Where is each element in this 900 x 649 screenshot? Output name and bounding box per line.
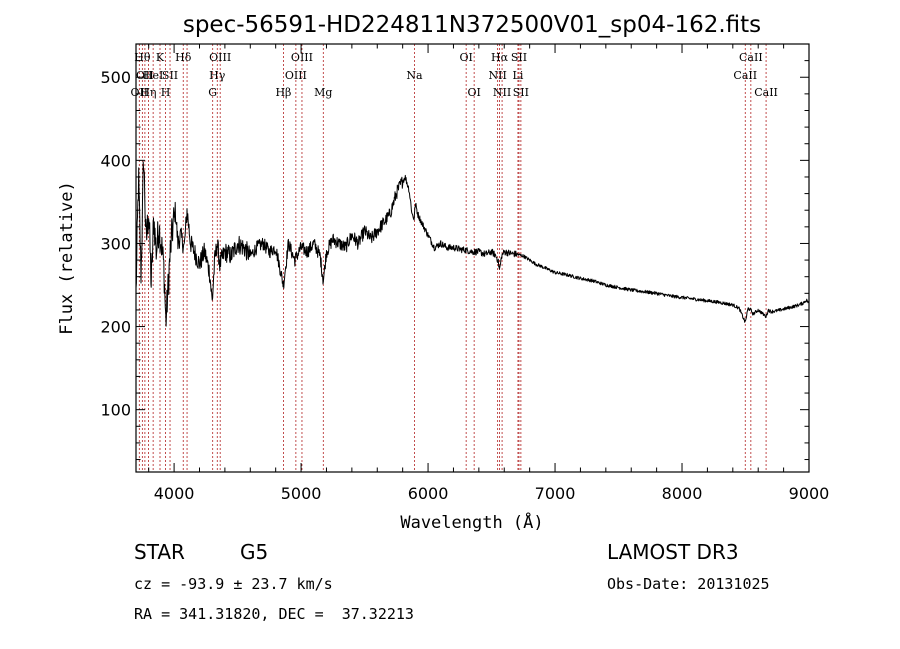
y-tick-label: 100 — [100, 401, 131, 420]
y-tick-label: 400 — [100, 151, 131, 170]
x-tick-label: 5000 — [281, 484, 322, 503]
line-label-16: Mg — [314, 86, 332, 99]
chart-title: spec-56591-HD224811N372500V01_sp04-162.f… — [183, 12, 761, 38]
x-tick-label: 7000 — [535, 484, 576, 503]
obs-date: Obs-Date: 20131025 — [607, 575, 770, 593]
line-label-2: OII — [136, 69, 154, 82]
line-label-5: K — [156, 51, 165, 64]
line-label-8: Hδ — [175, 51, 192, 64]
line-label-26: CaII — [733, 69, 757, 82]
line-label-4: HeI — [143, 69, 163, 82]
x-tick-label: 8000 — [662, 484, 703, 503]
line-label-10: G — [208, 86, 217, 99]
spectral-line-markers — [138, 44, 767, 472]
plot-frame — [135, 43, 810, 473]
y-tick-label: 500 — [100, 68, 131, 87]
y-tick-label: 300 — [100, 234, 131, 253]
line-label-17: Na — [406, 69, 423, 82]
line-label-15: OIII — [291, 51, 313, 64]
y-axis: 100 200 300 400 500 — [100, 60, 809, 461]
x-axis-label: Wavelength (Å) — [400, 511, 543, 533]
line-label-28: CaII — [754, 86, 778, 99]
line-label-6: H — [161, 86, 171, 99]
line-label-3: Hη — [140, 86, 156, 99]
y-tick-label: 200 — [100, 318, 131, 337]
line-label-23: Li — [513, 69, 524, 82]
x-tick-label: 6000 — [408, 484, 449, 503]
line-label-0: OII — [130, 86, 148, 99]
line-label-18: OI — [459, 51, 472, 64]
line-label-19: OI — [467, 86, 480, 99]
line-label-13: Hβ — [275, 86, 291, 99]
line-label-24: SII — [511, 51, 527, 64]
series-flux — [135, 161, 809, 327]
line-label-22: NII — [493, 86, 511, 99]
line-label-14: OIII — [285, 69, 307, 82]
survey-name: LAMOST DR3 — [607, 540, 739, 564]
spectral-line-labels: OIIHθOIIHηHeIKHSIIHδGHγOIIIHβOIIIOIIIMgN… — [130, 51, 777, 99]
x-tick-label: 9000 — [789, 484, 830, 503]
x-tick-label: 4000 — [154, 484, 195, 503]
line-label-1: Hθ — [134, 51, 151, 64]
coordinates-text: RA = 341.31820, DEC = 37.32213 — [134, 605, 414, 623]
line-label-11: Hγ — [209, 69, 226, 82]
line-label-27: CaII — [739, 51, 763, 64]
line-label-21: Hα — [491, 51, 509, 64]
series-group — [135, 161, 809, 327]
y-axis-label: Flux (relative) — [57, 181, 77, 335]
line-label-25: SII — [513, 86, 529, 99]
line-label-7: SII — [162, 69, 178, 82]
x-axis: 4000 5000 6000 7000 8000 9000 — [148, 44, 830, 503]
line-label-20: NII — [488, 69, 506, 82]
redshift-text: cz = -93.9 ± 23.7 km/s — [134, 575, 333, 593]
object-class: STAR — [134, 540, 185, 564]
line-label-12: OIII — [209, 51, 231, 64]
subclass: G5 — [240, 540, 268, 564]
